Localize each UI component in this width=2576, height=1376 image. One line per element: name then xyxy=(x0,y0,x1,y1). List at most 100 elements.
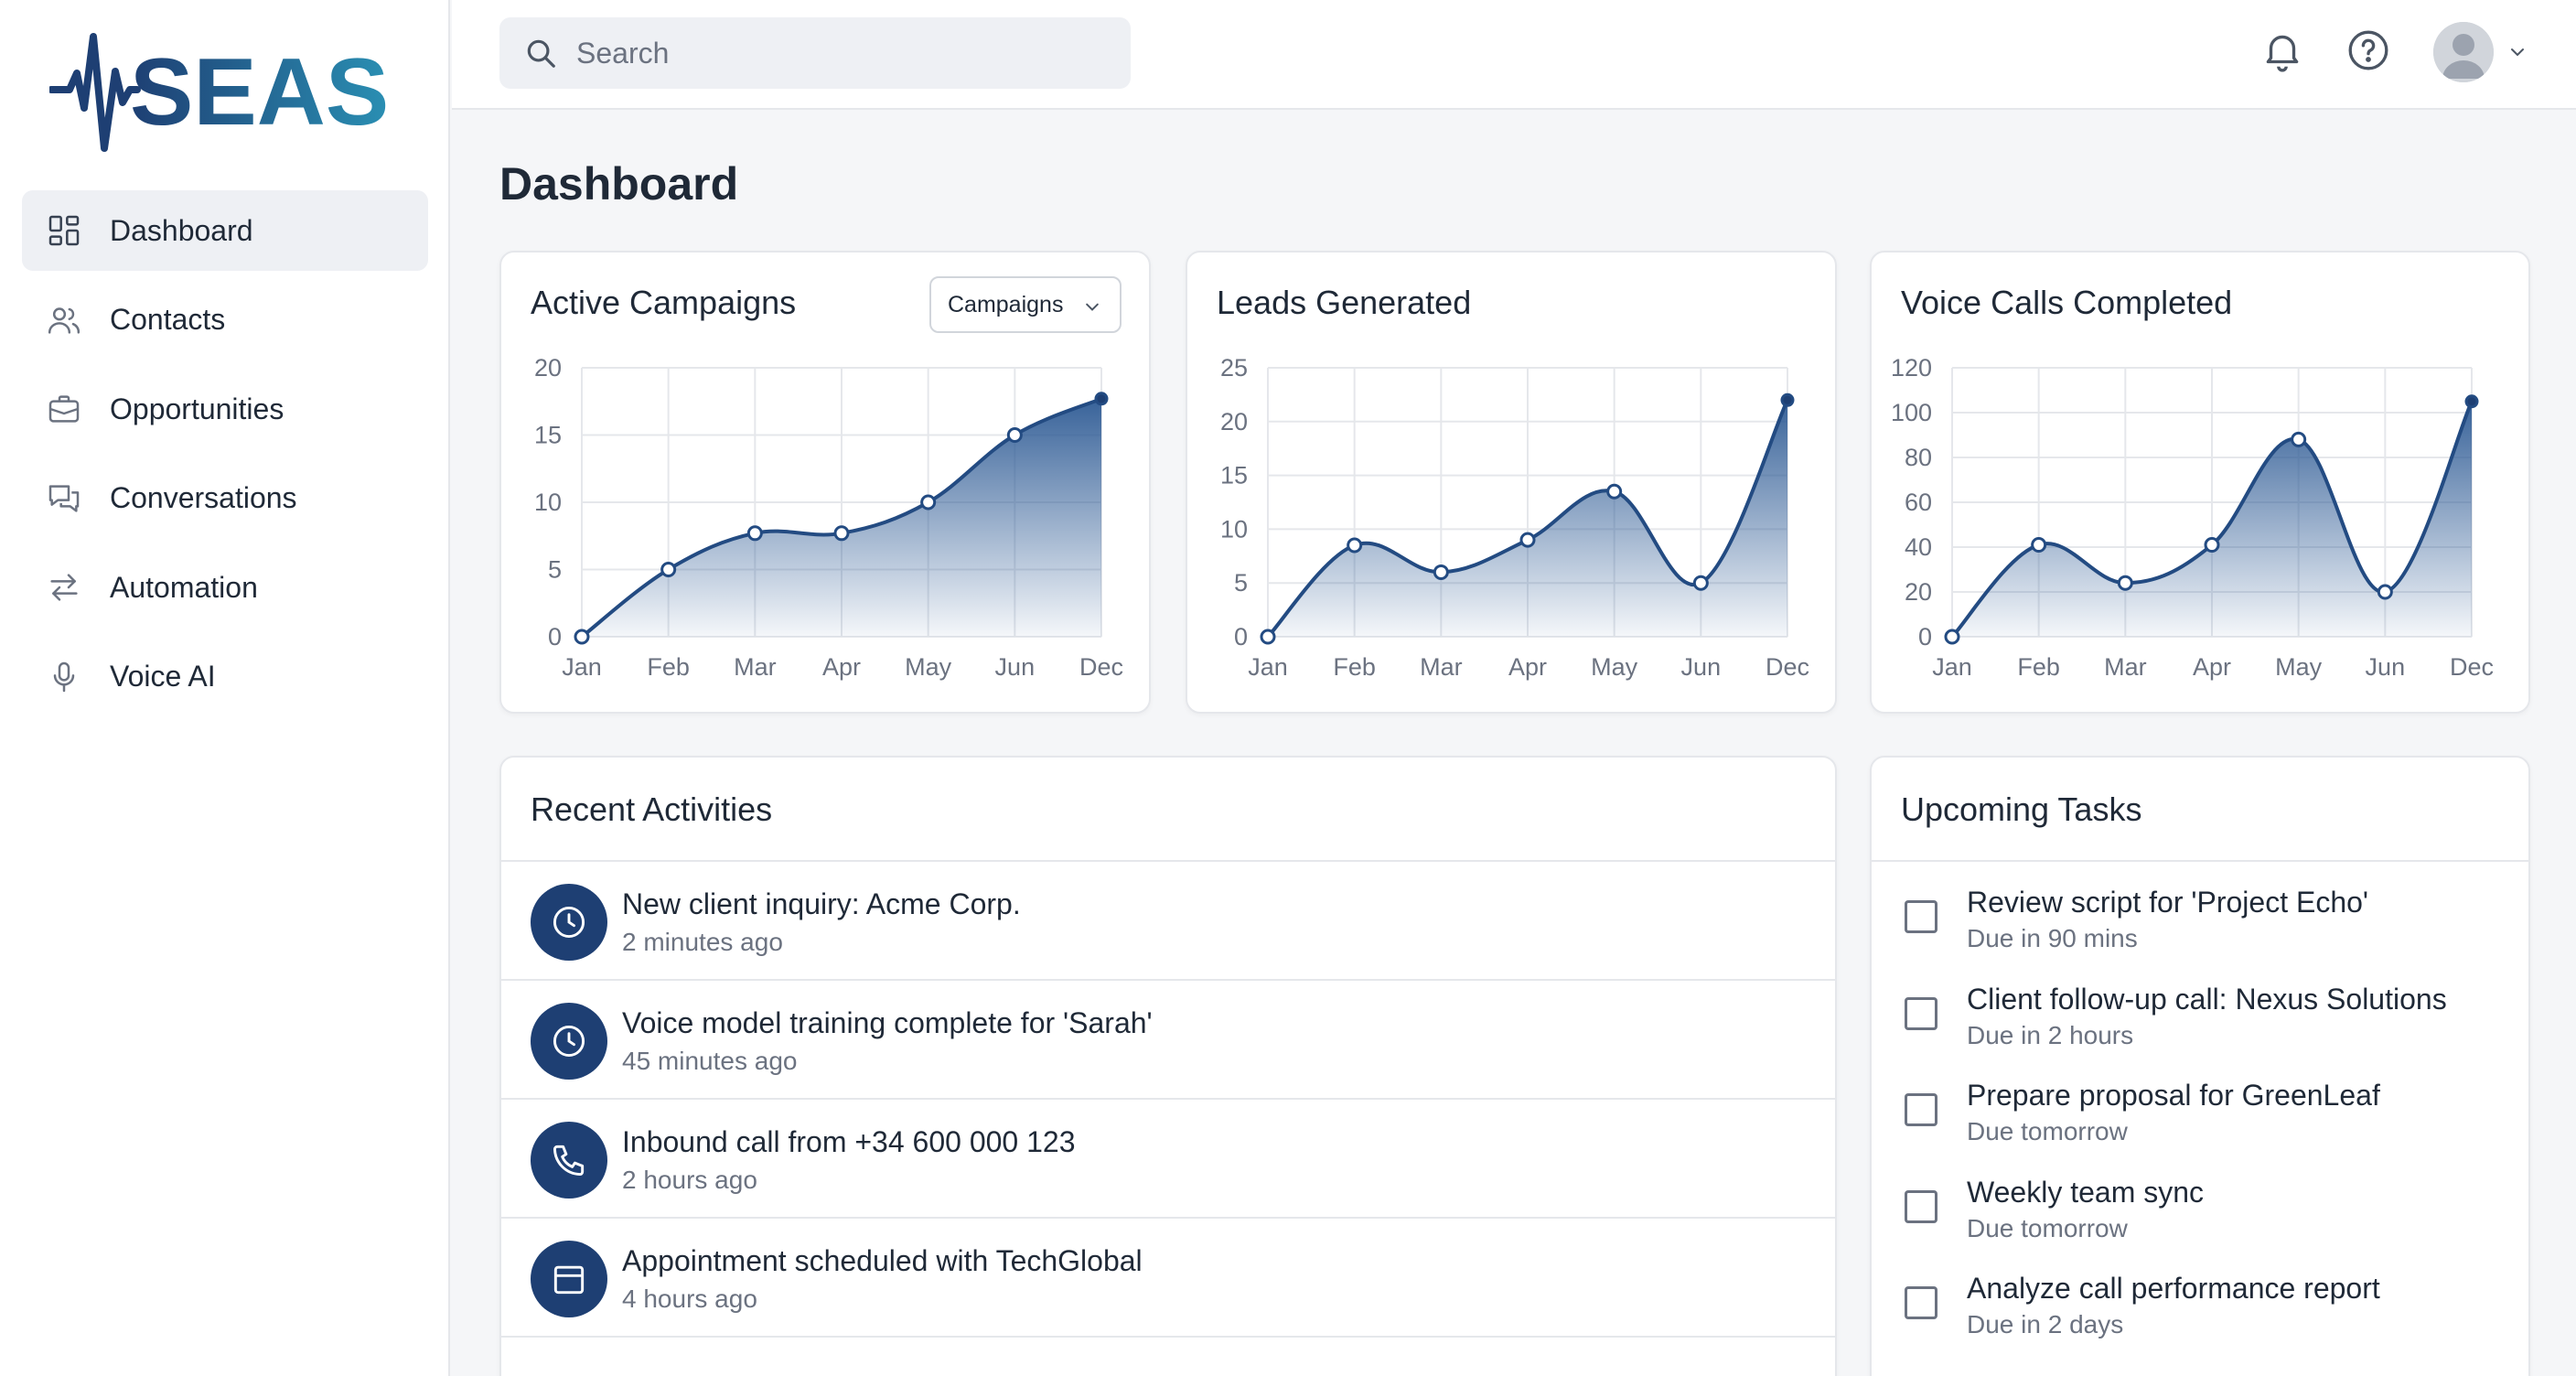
sidebar-item-opportunities[interactable]: Opportunities xyxy=(22,369,428,449)
search-input[interactable] xyxy=(576,36,1089,70)
y-tick-label: 0 xyxy=(1918,623,1932,650)
activity-time: 45 minutes ago xyxy=(622,1047,798,1075)
data-point[interactable] xyxy=(2031,537,2047,554)
y-tick-label: 120 xyxy=(1891,354,1932,382)
task-due: Due in 2 days xyxy=(1967,1310,2124,1338)
sidebar-item-label: Contacts xyxy=(110,303,226,336)
user-menu[interactable] xyxy=(2433,20,2536,84)
sidebar-item-conversations[interactable]: Conversations xyxy=(22,458,428,539)
seas-logo[interactable]: SEAS xyxy=(48,18,415,156)
data-point[interactable] xyxy=(2204,537,2220,554)
task-checkbox[interactable] xyxy=(1905,1286,1937,1319)
y-tick-label: 25 xyxy=(1220,354,1248,382)
x-tick-label: Jun xyxy=(2366,653,2406,681)
x-tick-label: Apr xyxy=(2193,653,2231,681)
campaigns-dropdown[interactable]: Campaigns xyxy=(929,276,1122,333)
data-point[interactable] xyxy=(1944,629,1960,645)
data-point[interactable] xyxy=(1260,629,1276,645)
recent-activities-card: Recent Activities New client inquiry: Ac… xyxy=(499,756,1837,1376)
area-fill xyxy=(1268,400,1787,637)
task-checkbox[interactable] xyxy=(1905,1093,1937,1126)
task-checkbox[interactable] xyxy=(1905,900,1937,933)
x-tick-label: Mar xyxy=(1420,653,1463,681)
x-tick-label: Dec xyxy=(2450,653,2494,681)
y-tick-label: 20 xyxy=(1220,408,1248,435)
task-checkbox[interactable] xyxy=(1905,1189,1937,1223)
activity-item[interactable]: New client inquiry: Acme Corp. 2 minutes … xyxy=(501,862,1835,981)
activity-title: New client inquiry: Acme Corp. xyxy=(622,887,1021,920)
activity-item[interactable]: Appointment scheduled with TechGlobal 4 h… xyxy=(501,1219,1835,1338)
data-point[interactable] xyxy=(1606,483,1623,500)
task-title: Client follow-up call: Nexus Solutions xyxy=(1967,982,2447,1016)
data-point[interactable] xyxy=(574,629,590,645)
y-tick-label: 20 xyxy=(534,354,562,382)
task-item: Prepare proposal for GreenLeaf Due tomorr… xyxy=(1872,1079,2528,1176)
data-point[interactable] xyxy=(1780,392,1795,407)
upcoming-tasks-card: Upcoming Tasks Review script for 'Projec… xyxy=(1870,756,2530,1376)
data-point[interactable] xyxy=(1347,537,1363,554)
task-item: Weekly team sync Due tomorrow xyxy=(1872,1176,2528,1273)
upcoming-tasks-title: Upcoming Tasks xyxy=(1901,790,2142,828)
sidebar-nav: Dashboard Contacts Opportunities Conversati… xyxy=(22,190,428,726)
search-box[interactable] xyxy=(499,17,1131,89)
clock-icon xyxy=(531,884,607,961)
recent-activities-title: Recent Activities xyxy=(531,790,773,828)
data-point[interactable] xyxy=(920,494,937,511)
campaigns-dropdown-label: Campaigns xyxy=(948,291,1064,317)
bell-icon[interactable] xyxy=(2259,27,2305,73)
chat-bubbles-icon xyxy=(46,480,82,517)
sidebar-item-contacts[interactable]: Contacts xyxy=(22,280,428,360)
task-checkbox[interactable] xyxy=(1905,996,1937,1030)
x-tick-label: Jun xyxy=(1681,653,1722,681)
activity-item[interactable]: Inbound call from +34 600 000 123 2 hours… xyxy=(501,1100,1835,1219)
y-tick-label: 60 xyxy=(1905,489,1932,516)
active-campaigns-title: Active Campaigns xyxy=(531,284,797,321)
task-list: Review script for 'Project Echo' Due in 9… xyxy=(1872,886,2528,1369)
microphone-icon xyxy=(46,659,82,695)
data-point[interactable] xyxy=(2291,431,2307,447)
data-point[interactable] xyxy=(1692,575,1709,591)
upcoming-tasks-header: Upcoming Tasks xyxy=(1872,758,2528,862)
y-tick-label: 5 xyxy=(1234,569,1248,597)
y-tick-label: 40 xyxy=(1905,533,1932,561)
task-title: Review script for 'Project Echo' xyxy=(1967,886,2369,919)
data-point[interactable] xyxy=(660,562,677,577)
data-point[interactable] xyxy=(1519,532,1536,548)
recent-activities-header: Recent Activities xyxy=(501,758,1835,862)
data-point[interactable] xyxy=(746,525,763,542)
activity-item[interactable]: Voice model training complete for 'Sarah… xyxy=(501,981,1835,1100)
x-tick-label: Jan xyxy=(1932,653,1972,681)
leads-generated-card: Leads Generated 0 5 10 15 20 25 Jan Feb Mar Apr Ma… xyxy=(1186,251,1837,714)
avatar[interactable] xyxy=(2433,22,2494,82)
x-tick-label: Feb xyxy=(647,653,690,681)
sidebar-item-label: Automation xyxy=(110,570,258,604)
task-due: Due tomorrow xyxy=(1967,1117,2128,1145)
voice-calls-card: Voice Calls Completed 0 20 40 60 80 100 120 Jan… xyxy=(1870,251,2530,714)
top-bar xyxy=(452,0,2576,110)
sidebar: SEAS Dashboard Contacts Opportunities Conve… xyxy=(0,0,450,1376)
task-item: Analyze call performance report Due in 2 … xyxy=(1872,1272,2528,1369)
data-point[interactable] xyxy=(1006,427,1023,443)
y-tick-label: 10 xyxy=(534,489,562,516)
help-icon[interactable] xyxy=(2345,27,2391,73)
active-campaigns-chart: 0 5 10 15 20 Jan Feb Mar Apr May Jun Dec xyxy=(534,354,1123,681)
chevron-down-icon xyxy=(1086,303,1099,311)
activity-title: Voice model training complete for 'Sarah… xyxy=(622,1006,1153,1039)
data-point[interactable] xyxy=(2117,575,2133,591)
y-tick-label: 100 xyxy=(1891,399,1932,426)
chevron-down-icon[interactable] xyxy=(2506,41,2528,63)
data-point[interactable] xyxy=(1094,392,1109,406)
data-point[interactable] xyxy=(2377,584,2393,600)
sidebar-item-dashboard[interactable]: Dashboard xyxy=(22,190,428,271)
sidebar-item-automation[interactable]: Automation xyxy=(22,547,428,628)
x-tick-label: Jun xyxy=(995,653,1036,681)
data-point[interactable] xyxy=(2464,394,2479,409)
data-point[interactable] xyxy=(1433,564,1449,580)
data-point[interactable] xyxy=(833,525,850,542)
x-tick-label: Dec xyxy=(1079,653,1123,681)
y-tick-label: 15 xyxy=(1220,462,1248,489)
x-tick-label: Apr xyxy=(1508,653,1547,681)
activity-title: Appointment scheduled with TechGlobal xyxy=(622,1244,1143,1277)
y-tick-label: 15 xyxy=(534,422,562,449)
sidebar-item-voice-ai[interactable]: Voice AI xyxy=(22,637,428,717)
